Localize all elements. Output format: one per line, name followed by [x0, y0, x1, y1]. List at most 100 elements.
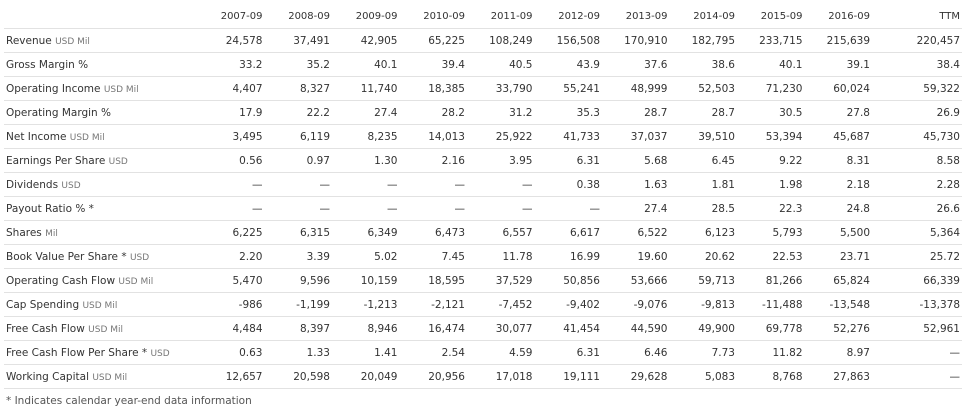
- data-row: Free Cash Flow Per Share * USD 0.63 1.33 1.…: [4, 340, 962, 365]
- value-cell: 6.46: [612, 340, 680, 365]
- value-cell: 8,235: [342, 124, 410, 149]
- column-header: 2014-09: [693, 11, 735, 22]
- value-cell: 6,315: [274, 220, 342, 245]
- unit-text: USD Mil: [82, 300, 118, 311]
- label-text: Gross Margin %: [6, 58, 89, 71]
- value-cell: —: [882, 340, 962, 365]
- column-header: TTM: [939, 11, 960, 22]
- value-cell: 40.5: [477, 52, 545, 77]
- data-row: Earnings Per Share USD 0.56 0.97 1.30 2.16 3.…: [4, 148, 962, 173]
- value-cell: 41,454: [544, 316, 612, 341]
- label-text: Working Capital: [6, 370, 89, 383]
- label-text: Net Income: [6, 130, 67, 143]
- value-cell: 5.02: [342, 244, 410, 269]
- column-header: 2010-09: [423, 11, 465, 22]
- value-cell: 28.7: [612, 100, 680, 125]
- value-cell: 5,470: [207, 268, 275, 293]
- unit-text: USD Mil: [69, 132, 105, 143]
- value-cell: 31.2: [477, 100, 545, 125]
- value-cell: -11,488: [747, 292, 815, 317]
- value-cell: 233,715: [747, 28, 815, 53]
- value-cell: 38.6: [679, 52, 747, 77]
- value-cell: 44,590: [612, 316, 680, 341]
- value-cell: 5,793: [747, 220, 815, 245]
- value-cell: 53,394: [747, 124, 815, 149]
- value-cell: 3.95: [477, 148, 545, 173]
- value-cell: 20,049: [342, 364, 410, 389]
- value-cell: 40.1: [747, 52, 815, 77]
- value-cell: 30.5: [747, 100, 815, 125]
- value-cell: 50,856: [544, 268, 612, 293]
- value-cell: 1.98: [747, 172, 815, 197]
- value-cell: 220,457: [882, 28, 962, 53]
- data-row: Operating Income USD Mil 4,407 8,327 11,740…: [4, 76, 962, 101]
- value-cell: —: [477, 172, 545, 197]
- value-cell: -1,199: [274, 292, 342, 317]
- value-cell: 0.56: [207, 148, 275, 173]
- value-cell: 8.58: [882, 148, 962, 173]
- value-cell: 41,733: [544, 124, 612, 149]
- value-cell: 4,484: [207, 316, 275, 341]
- row-label: Dividends USD: [4, 172, 207, 197]
- value-cell: 17,018: [477, 364, 545, 389]
- data-row: Shares Mil 6,225 6,315 6,349 6,473 6,557 6,617…: [4, 220, 962, 245]
- value-cell: 27,863: [814, 364, 882, 389]
- value-cell: —: [882, 364, 962, 389]
- label-text: Book Value Per Share *: [6, 250, 127, 263]
- value-cell: 71,230: [747, 76, 815, 101]
- value-cell: 65,824: [814, 268, 882, 293]
- value-cell: -9,402: [544, 292, 612, 317]
- column-header: 2015-09: [760, 11, 803, 22]
- corner: [4, 5, 207, 29]
- value-cell: 24,578: [207, 28, 275, 53]
- value-cell: 12,657: [207, 364, 275, 389]
- value-cell: 33.2: [207, 52, 275, 77]
- header-row: 2007-09 2008-09 2009-09 2010-09 2011-09 2012-…: [4, 5, 962, 29]
- value-cell: 69,778: [747, 316, 815, 341]
- value-cell: 1.63: [612, 172, 680, 197]
- value-cell: 37,037: [612, 124, 680, 149]
- value-cell: 8,397: [274, 316, 342, 341]
- value-cell: 7.45: [409, 244, 477, 269]
- value-cell: —: [207, 172, 275, 197]
- data-row: Book Value Per Share * USD 2.20 3.39 5.02 7.…: [4, 244, 962, 269]
- value-cell: 6,349: [342, 220, 410, 245]
- value-cell: -1,213: [342, 292, 410, 317]
- label-text: Operating Cash Flow: [6, 274, 116, 287]
- value-cell: 37,491: [274, 28, 342, 53]
- value-cell: 5,083: [679, 364, 747, 389]
- value-cell: 38.4: [882, 52, 962, 77]
- value-cell: 19.60: [612, 244, 680, 269]
- label-text: Free Cash Flow Per Share *: [6, 346, 148, 359]
- value-cell: 49,900: [679, 316, 747, 341]
- value-cell: 16.99: [544, 244, 612, 269]
- unit-text: USD: [108, 156, 128, 167]
- value-cell: -7,452: [477, 292, 545, 317]
- value-cell: 6,557: [477, 220, 545, 245]
- value-cell: —: [207, 196, 275, 221]
- value-cell: 2.20: [207, 244, 275, 269]
- value-cell: 2.28: [882, 172, 962, 197]
- value-cell: 45,730: [882, 124, 962, 149]
- unit-text: USD Mil: [118, 276, 154, 287]
- row-label: Free Cash Flow USD Mil: [4, 316, 207, 341]
- value-cell: —: [274, 196, 342, 221]
- value-cell: 6,473: [409, 220, 477, 245]
- unit-text: USD: [61, 180, 81, 191]
- row-label: Payout Ratio % *: [4, 196, 207, 221]
- footnote: * Indicates calendar year-end data infor…: [6, 395, 252, 407]
- value-cell: 6.31: [544, 148, 612, 173]
- value-cell: 20.62: [679, 244, 747, 269]
- value-cell: 33,790: [477, 76, 545, 101]
- value-cell: 20,598: [274, 364, 342, 389]
- value-cell: 81,266: [747, 268, 815, 293]
- value-cell: 215,639: [814, 28, 882, 53]
- value-cell: 53,666: [612, 268, 680, 293]
- value-cell: 28.2: [409, 100, 477, 125]
- row-label: Operating Margin %: [4, 100, 207, 125]
- value-cell: 18,385: [409, 76, 477, 101]
- value-cell: 14,013: [409, 124, 477, 149]
- value-cell: 26.9: [882, 100, 962, 125]
- value-cell: 22.53: [747, 244, 815, 269]
